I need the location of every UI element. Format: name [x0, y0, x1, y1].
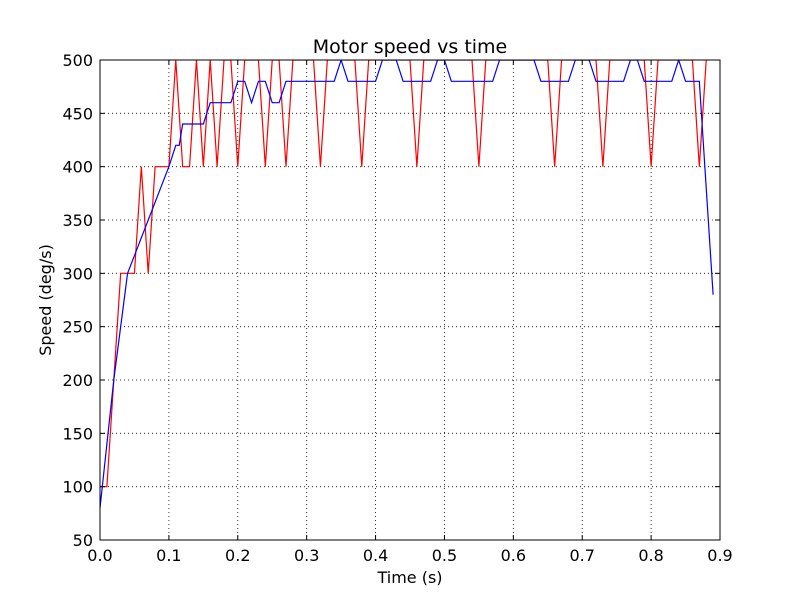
- x-tick-label: 0.5: [432, 546, 457, 565]
- y-tick-label: 200: [62, 371, 93, 390]
- series-layer: [100, 60, 714, 509]
- x-tick-label: 0.4: [363, 546, 388, 565]
- y-tick-label: 250: [62, 318, 93, 337]
- x-tick-label: 0.0: [87, 546, 112, 565]
- chart-title: Motor speed vs time: [313, 36, 508, 58]
- y-tick-label: 500: [62, 51, 93, 70]
- series-line-blue: [100, 60, 714, 509]
- grid-lines: [100, 60, 720, 540]
- x-tick-label: 0.6: [501, 546, 526, 565]
- x-tick-label: 0.7: [569, 546, 594, 565]
- y-tick-label: 300: [62, 264, 93, 283]
- y-tick-label: 100: [62, 478, 93, 497]
- y-tick-label: 150: [62, 424, 93, 443]
- x-tick-label: 0.8: [638, 546, 663, 565]
- x-tick-label: 0.1: [156, 546, 181, 565]
- x-tick-label: 0.9: [707, 546, 732, 565]
- plot-frame: [99, 59, 721, 541]
- x-tick-label: 0.2: [225, 546, 250, 565]
- y-tick-labels: 50 100 150 200 250 300 350 400 450 500: [62, 51, 93, 550]
- y-tick-label: 400: [62, 158, 93, 177]
- y-tick-label: 450: [62, 104, 93, 123]
- plot-area: [100, 60, 720, 540]
- axis-ticks: [99, 59, 721, 541]
- x-tick-label: 0.3: [294, 546, 319, 565]
- y-tick-label: 350: [62, 211, 93, 230]
- series-line-red: [100, 60, 707, 488]
- x-tick-labels: 0.0 0.1 0.2 0.3 0.4 0.5 0.6 0.7 0.8 0.9: [87, 546, 732, 565]
- x-axis-label: Time (s): [376, 568, 442, 587]
- y-tick-label: 50: [73, 531, 93, 550]
- y-axis-label: Speed (deg/s): [36, 244, 55, 356]
